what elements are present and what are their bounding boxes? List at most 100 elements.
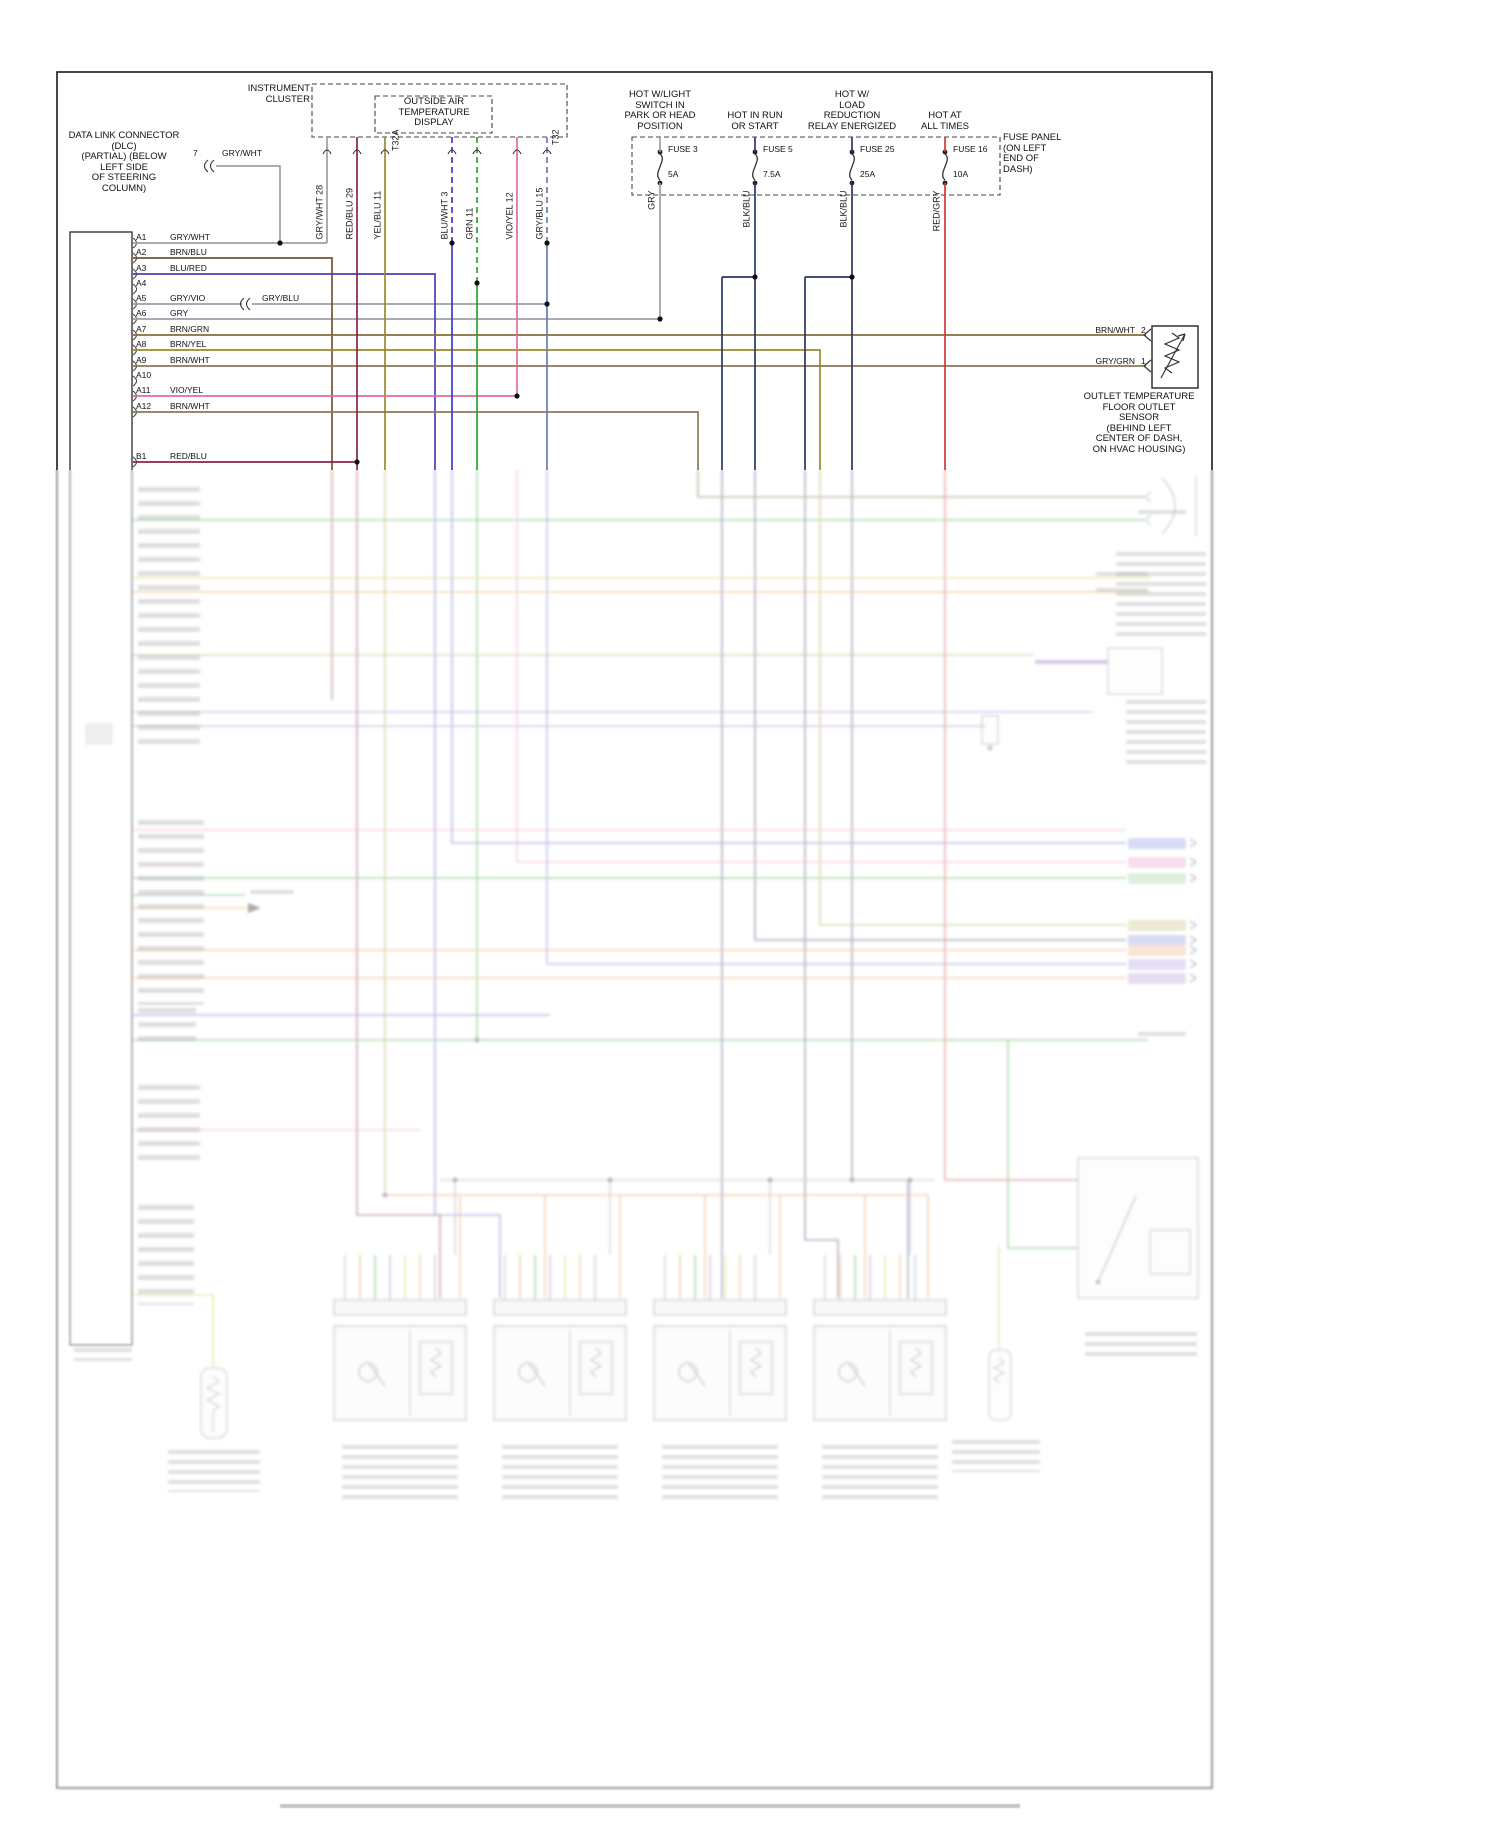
fuse-rating: 25A [860,169,876,179]
cluster-connector-label-t32: T32 [550,129,561,146]
ghost-text-block [1138,510,1186,517]
dlc-pin-id: A11 [136,385,151,395]
dlc-pin-id: A6 [136,308,147,318]
faded-slate-wires [546,470,1126,965]
dlc-pin7-wire-label: GRY/WHT [222,148,262,158]
faded-actuator-group [333,1255,467,1421]
cluster-wire-label: RED/BLU 29 [344,187,355,240]
ghost-text-block [1138,1032,1186,1039]
terminal-chip [1128,873,1186,884]
ghost-text-block [138,487,200,752]
faded-wiring-layer [85,470,1199,1439]
dlc-pin-id: A8 [136,339,147,349]
dlc-pin-wire: GRY/WHT [170,232,210,242]
faded-orange-wires [133,591,1150,1298]
dlc-pin-id: A7 [136,324,147,334]
fuse-name: FUSE 25 [860,144,895,154]
fuse-rating: 10A [953,169,969,179]
ghost-text-block [138,1205,194,1305]
ghost-text-block [822,1445,938,1500]
crisp-wires [133,137,1146,470]
dlc-pin-wire: GRY/VIO [170,293,206,303]
ghost-text-block [1085,1332,1197,1362]
dlc-pin-id: A12 [136,401,152,411]
outside-air-temp-display-label: OUTSIDE AIR TEMPERATURE DISPLAY [398,96,470,129]
dlc-connector-block [69,231,133,1346]
fuse-rating: 7.5A [763,169,781,179]
faded-navy-wires [721,470,1126,1298]
cluster-wire-label: BLU/WHT 3 [439,191,450,240]
wire-blk-blu [721,137,853,470]
fuse-output-wire-label: GRY [646,190,657,210]
faded-blue-wires [133,470,1126,1298]
terminal-chip [1128,945,1186,956]
sensor-pin2-wire-label: BRN/WHT [1095,325,1135,335]
cluster-wire-label: GRY/BLU 15 [534,187,545,240]
fuse-name: FUSE 3 [668,144,698,154]
sensor-pin1-wire-label: GRY/GRN [1095,356,1135,366]
dlc-pin-wire: BRN/GRN [170,324,210,334]
ghost-text-block [138,820,204,1005]
dlc-pin-id: A5 [136,293,147,303]
ghost-text-block [662,1445,778,1500]
dlc-pin-wire: BRN/WHT [170,355,210,365]
fuse-rating: 5A [668,169,679,179]
terminal-chip [1128,959,1186,970]
dlc-pin-wire: BRN/WHT [170,401,210,411]
cluster-connector-arcs [322,149,552,155]
fuse-output-wire-label: RED/GRY [931,190,942,232]
faded-red-wires [944,470,1078,1181]
ghost-text-block [1096,572,1148,579]
ghost-text-block [952,1440,1040,1472]
wire-blu-red [133,273,436,470]
fuse-name: FUSE 5 [763,144,793,154]
outlet-temp-sensor-symbol [1143,325,1199,389]
fuse-symbols [657,149,948,186]
wire-brn-blu [133,257,333,470]
dlc-pin-wire: GRY [170,308,189,318]
faded-junction-dots [382,1037,913,1198]
ghost-text-block [1126,700,1206,766]
ghost-text-block [138,1085,200,1165]
dlc-pin-wire: BRN/YEL [170,339,207,349]
terminal-chip [1128,920,1186,931]
cluster-wire-label: YEL/BLU 11 [372,190,383,240]
fuse-output-wire-label: BLK/BLU [741,190,752,228]
faded-green-wires [133,470,1148,1249]
instrument-cluster-label: INSTRUMENT CLUSTER [247,83,310,105]
wire-red-blu [133,137,358,470]
dlc-pin-id: A1 [136,232,147,242]
wire-brn-wht [133,365,1146,470]
splice-symbols [203,159,251,311]
ghost-text-block [280,1804,1020,1814]
ghost-text-block [1096,588,1148,595]
sensor-pin2-number: 2 [1141,325,1146,335]
terminal-chip [1128,857,1186,868]
terminal-chip [1128,838,1186,849]
ghost-text-block [138,1008,196,1048]
dlc-pin-id: A4 [136,278,147,288]
faded-right-box [1077,1157,1199,1299]
a5-splice-wire-label: GRY/BLU [262,293,300,303]
fuse-panel-label: FUSE PANEL (ON LEFT END OF DASH) [1003,132,1062,175]
dlc-pin-id: A2 [136,247,147,257]
wire-gry [133,137,661,320]
dlc-pin7-number: 7 [193,148,198,158]
dlc-pin-wire: BRN/BLU [170,247,207,257]
cluster-connector-label-t32a: T32A [390,129,401,152]
wire-brn-yel [133,137,821,470]
dlc-pin-id: A3 [136,263,147,273]
outlet-temp-sensor-label: OUTLET TEMPERATURE FLOOR OUTLET SENSOR (… [1083,391,1195,455]
dlc-pin-wire: VIO/YEL [170,385,204,395]
ghost-text-block [168,1450,260,1492]
ghost-text-block [74,1348,132,1361]
fuse-name: FUSE 16 [953,144,988,154]
terminal-chip [1128,973,1186,984]
dlc-pin-id: A9 [136,355,147,365]
power-header: HOT W/LIGHT SWITCH IN PARK OR HEAD POSIT… [624,89,696,132]
cluster-wire-label: GRY/WHT 28 [314,184,325,240]
dlc-pin-id: B1 [136,451,147,461]
faded-yellow-wires [133,577,1150,1368]
faded-misc-components [200,476,1197,1439]
